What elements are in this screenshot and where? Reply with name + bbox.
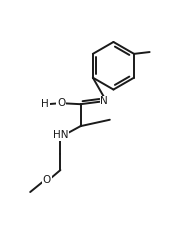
Text: O: O xyxy=(57,98,66,108)
Text: HN: HN xyxy=(53,130,68,140)
Text: O: O xyxy=(42,175,51,185)
Text: H: H xyxy=(41,99,49,109)
Text: N: N xyxy=(100,96,108,106)
